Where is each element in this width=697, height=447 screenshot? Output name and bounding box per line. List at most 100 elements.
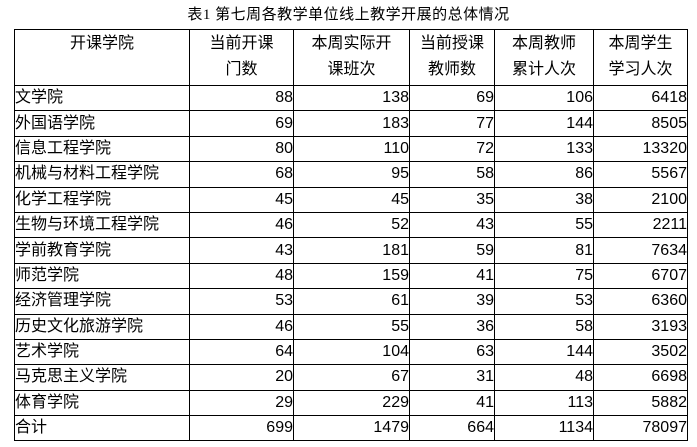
column-header-line2: [16, 57, 189, 83]
value-cell: 77: [409, 110, 495, 137]
value-cell: 55: [494, 211, 594, 239]
value-cell: 52: [293, 211, 410, 239]
column-header-line2: 累计人次: [511, 61, 576, 78]
value-cell: 38: [494, 186, 594, 213]
table-row: 师范学院 48 159 41 75 6707: [14, 262, 688, 290]
column-header: 本周学生 学习人次: [593, 29, 688, 86]
value-cell: 6418: [593, 84, 688, 112]
college-name-cell: 历史文化旅游学院: [14, 313, 190, 340]
table-row: 体育学院 29 229 41 113 5882: [14, 389, 688, 417]
column-header-line2: 课班次: [327, 61, 376, 78]
column-header-line2: 门数: [225, 61, 258, 78]
value-cell: 1134: [494, 415, 594, 442]
value-cell: 80: [189, 135, 294, 163]
value-cell: 43: [409, 211, 495, 239]
college-name-cell: 合计: [14, 415, 190, 442]
value-cell: 664: [409, 415, 495, 442]
value-cell: 81: [494, 237, 594, 264]
college-name-cell: 艺术学院: [14, 338, 190, 366]
document-page: 表1 第七周各教学单位线上教学开展的总体情况 开课学院 当前开课门数 本周实际开课班…: [0, 5, 697, 447]
table-caption: 表1 第七周各教学单位线上教学开展的总体情况: [187, 7, 510, 23]
value-cell: 6360: [593, 288, 688, 315]
value-cell: 104: [293, 338, 410, 366]
table-row: 化学工程学院 45 45 35 38 2100: [14, 186, 688, 213]
value-cell: 7634: [593, 237, 688, 264]
value-cell: 45: [189, 186, 294, 213]
column-header-line1: 开课学院: [69, 35, 134, 52]
value-cell: 8505: [593, 110, 688, 137]
value-cell: 1479: [293, 415, 410, 442]
column-header: 本周教师 累计人次: [494, 29, 594, 86]
college-name-cell: 文学院: [14, 84, 190, 112]
column-header-line1: 本周实际开: [311, 35, 392, 52]
value-cell: 48: [494, 364, 594, 391]
value-cell: 699: [189, 415, 294, 442]
table-row: 文学院 88 138 69 106 6418: [14, 84, 688, 112]
value-cell: 53: [189, 288, 294, 315]
value-cell: 69: [409, 84, 495, 112]
college-name-cell: 机械与材料工程学院: [14, 161, 190, 188]
table-row: 机械与材料工程学院 68 95 58 86 5567: [14, 161, 688, 188]
value-cell: 95: [293, 161, 410, 188]
value-cell: 69: [189, 110, 294, 137]
college-name-cell: 生物与环境工程学院: [14, 211, 190, 239]
value-cell: 113: [494, 389, 594, 417]
value-cell: 78097: [593, 415, 688, 442]
value-cell: 138: [293, 84, 410, 112]
college-name-cell: 体育学院: [14, 389, 190, 417]
value-cell: 61: [293, 288, 410, 315]
value-cell: 144: [494, 338, 594, 366]
value-cell: 53: [494, 288, 594, 315]
column-header-line2: 教师数: [427, 61, 476, 78]
value-cell: 86: [494, 161, 594, 188]
column-header-line2: 学习人次: [608, 61, 673, 78]
college-name-cell: 马克思主义学院: [14, 364, 190, 391]
value-cell: 45: [293, 186, 410, 213]
value-cell: 5882: [593, 389, 688, 417]
college-name-cell: 化学工程学院: [14, 186, 190, 213]
column-header: 开课学院: [14, 29, 190, 86]
value-cell: 59: [409, 237, 495, 264]
table-row: 艺术学院 64 104 63 144 3502: [14, 338, 688, 366]
column-header-line1: 本周学生: [608, 35, 673, 52]
stats-table: 开课学院 当前开课 门数 本周实际开 课班次 当前授课 教师数 本周教师 累计人次 本周学生 学习人…: [14, 29, 688, 442]
value-cell: 43: [189, 237, 294, 264]
college-name-cell: 学前教育学院: [14, 237, 190, 264]
value-cell: 5567: [593, 161, 688, 188]
column-header-line1: 当前授课: [419, 35, 484, 52]
value-cell: 29: [189, 389, 294, 417]
value-cell: 41: [409, 389, 495, 417]
value-cell: 58: [409, 161, 495, 188]
value-cell: 2211: [593, 211, 688, 239]
value-cell: 75: [494, 262, 594, 290]
value-cell: 58: [494, 313, 594, 340]
value-cell: 35: [409, 186, 495, 213]
value-cell: 6707: [593, 262, 688, 290]
column-header-line1: 本周教师: [511, 35, 576, 52]
value-cell: 181: [293, 237, 410, 264]
table-row: 马克思主义学院 20 67 31 48 6698: [14, 364, 688, 391]
value-cell: 72: [409, 135, 495, 163]
value-cell: 64: [189, 338, 294, 366]
value-cell: 88: [189, 84, 294, 112]
value-cell: 67: [293, 364, 410, 391]
value-cell: 46: [189, 313, 294, 340]
value-cell: 3502: [593, 338, 688, 366]
college-name-cell: 经济管理学院: [14, 288, 190, 315]
value-cell: 48: [189, 262, 294, 290]
table-row: 生物与环境工程学院 46 52 43 55 2211: [14, 211, 688, 239]
value-cell: 133: [494, 135, 594, 163]
table-row: 信息工程学院 80 110 72 133 13320: [14, 135, 688, 163]
college-name-cell: 外国语学院: [14, 110, 190, 137]
table-row: 经济管理学院 53 61 39 53 6360: [14, 288, 688, 315]
value-cell: 13320: [593, 135, 688, 163]
value-cell: 31: [409, 364, 495, 391]
value-cell: 183: [293, 110, 410, 137]
column-header-line1: 当前开课: [209, 35, 274, 52]
college-name-cell: 信息工程学院: [14, 135, 190, 163]
value-cell: 41: [409, 262, 495, 290]
value-cell: 46: [189, 211, 294, 239]
table-header-row: 开课学院 当前开课 门数 本周实际开 课班次 当前授课 教师数 本周教师 累计人次 本周学生 学习人…: [14, 29, 688, 86]
column-header: 本周实际开 课班次: [293, 29, 410, 86]
value-cell: 159: [293, 262, 410, 290]
